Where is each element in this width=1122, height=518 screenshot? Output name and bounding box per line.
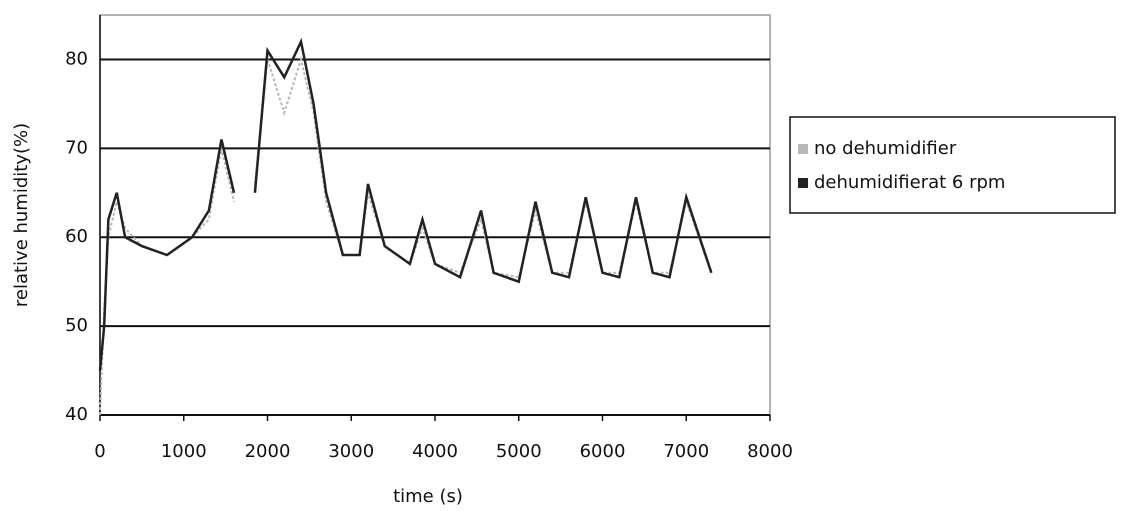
legend-box (789, 116, 1116, 214)
legend-label: dehumidifierat 6 rpm (814, 172, 1005, 193)
y-tick-label: 40 (65, 404, 88, 425)
x-tick-label: 1000 (161, 441, 207, 462)
legend-marker (798, 144, 808, 154)
y-tick-label: 70 (65, 137, 88, 158)
x-tick-label: 7000 (663, 441, 709, 462)
x-tick-label: 3000 (328, 441, 374, 462)
y-tick-label: 60 (65, 226, 88, 247)
x-axis-label: time (s) (393, 486, 463, 507)
plot-frame (99, 14, 771, 416)
y-tick-label: 50 (65, 315, 88, 336)
legend-marker (798, 178, 808, 188)
x-tick-label: 2000 (245, 441, 291, 462)
x-tick-label: 6000 (580, 441, 626, 462)
y-axis-label: relative humidity(%) (11, 123, 32, 307)
y-tick-label: 80 (65, 48, 88, 69)
x-tick-label: 5000 (496, 441, 542, 462)
x-tick-label: 8000 (747, 441, 793, 462)
legend-label: no dehumidifier (814, 138, 957, 159)
series-line (98, 37, 713, 371)
x-tick-label: 4000 (412, 441, 458, 462)
x-tick-label: 0 (94, 441, 105, 462)
